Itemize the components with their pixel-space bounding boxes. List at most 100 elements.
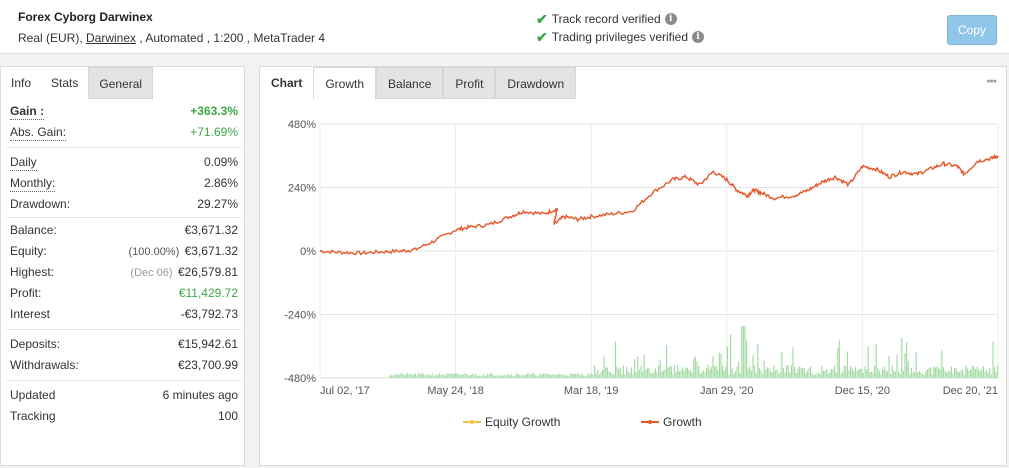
- volume-bar: [565, 375, 567, 378]
- tab-general[interactable]: General: [88, 67, 154, 99]
- volume-bar: [670, 366, 672, 378]
- volume-bar: [421, 373, 423, 378]
- volume-bar: [950, 366, 952, 378]
- volume-bar: [931, 374, 933, 378]
- volume-bar: [938, 367, 940, 378]
- volume-bar: [702, 370, 704, 378]
- volume-bar: [744, 326, 746, 378]
- volume-bar: [710, 366, 712, 378]
- volume-bar: [494, 375, 496, 378]
- volume-bar: [538, 375, 540, 378]
- volume-bar: [486, 373, 488, 378]
- volume-bar: [955, 368, 957, 378]
- volume-bar: [910, 367, 912, 378]
- volume-bar: [510, 374, 512, 378]
- volume-bar: [394, 375, 396, 378]
- volume-bar: [698, 365, 700, 378]
- volume-bar: [986, 369, 988, 378]
- volume-bar: [480, 375, 482, 378]
- broker-link[interactable]: Darwinex: [86, 31, 137, 45]
- volume-bar: [366, 377, 368, 378]
- volume-bar: [653, 372, 655, 378]
- y-tick-label: 240%: [288, 183, 316, 195]
- volume-bar: [330, 377, 332, 378]
- updated-value: 6 minutes ago: [162, 388, 238, 402]
- volume-bar: [406, 373, 408, 378]
- system-header: Forex Cyborg Darwinex Real (EUR), Darwin…: [0, 0, 1009, 54]
- tab-growth[interactable]: Growth: [313, 67, 377, 99]
- monthly-label[interactable]: Monthly:: [10, 176, 56, 192]
- volume-bar: [750, 370, 752, 378]
- volume-bar: [493, 375, 495, 378]
- legend-equity-growth[interactable]: Equity Growth: [463, 415, 560, 429]
- volume-bar: [723, 370, 725, 378]
- volume-bar: [645, 369, 647, 378]
- gain-label[interactable]: Gain :: [10, 104, 45, 120]
- volume-bar: [790, 365, 792, 378]
- tab-info[interactable]: Info: [1, 67, 42, 99]
- volume-bar: [867, 345, 869, 378]
- stat-tracking: Tracking 100: [1, 406, 246, 427]
- volume-bar: [438, 373, 440, 378]
- tab-balance[interactable]: Balance: [376, 67, 444, 99]
- volume-bar: [814, 374, 816, 378]
- volume-bar: [349, 377, 351, 378]
- volume-bar: [811, 373, 813, 378]
- volume-bar: [819, 373, 821, 378]
- volume-bar: [466, 373, 468, 378]
- volume-bar: [779, 372, 781, 378]
- more-options-icon[interactable]: ●●●: [986, 78, 997, 85]
- volume-bar: [430, 375, 432, 378]
- volume-bar: [688, 370, 690, 378]
- volume-bar: [920, 372, 922, 378]
- volume-bar: [526, 373, 528, 378]
- daily-label[interactable]: Daily: [10, 155, 37, 171]
- volume-bar: [666, 344, 668, 378]
- updated-label: Updated: [10, 388, 56, 402]
- info-icon[interactable]: i: [664, 13, 677, 25]
- volume-bar: [944, 370, 946, 378]
- volume-bar: [587, 373, 589, 378]
- tab-profit[interactable]: Profit: [443, 67, 496, 99]
- volume-bar: [379, 377, 381, 378]
- meta-suffix: , Automated , 1:200 , MetaTrader 4: [136, 31, 326, 45]
- volume-bar: [574, 373, 576, 378]
- divider: [6, 380, 241, 381]
- volume-bar: [491, 373, 493, 378]
- volume-bar: [344, 377, 346, 378]
- volume-bar: [515, 373, 517, 378]
- volume-bar: [557, 374, 559, 378]
- legend-growth[interactable]: Growth: [641, 415, 702, 429]
- balance-label: Balance:: [10, 223, 57, 237]
- volume-bar: [582, 375, 584, 378]
- volume-bar: [602, 369, 604, 378]
- tab-drawdown[interactable]: Drawdown: [495, 67, 577, 99]
- info-icon[interactable]: i: [692, 31, 705, 43]
- volume-bar: [965, 365, 967, 378]
- tracking-label: Tracking: [10, 409, 56, 423]
- volume-bar: [909, 374, 911, 378]
- volume-bar: [731, 368, 733, 378]
- volume-bar: [549, 374, 551, 378]
- volume-bar: [981, 369, 983, 378]
- abs-gain-label[interactable]: Abs. Gain:: [10, 125, 67, 141]
- copy-button[interactable]: Copy: [947, 15, 997, 45]
- volume-bar: [923, 374, 925, 378]
- volume-bar: [798, 366, 800, 378]
- volume-bar: [405, 374, 407, 378]
- volume-bar: [683, 370, 685, 378]
- equity-value: €3,671.32: [184, 244, 238, 258]
- volume-bar: [694, 356, 696, 378]
- divider: [6, 217, 241, 218]
- volume-bar: [782, 367, 784, 378]
- highest-note: (Dec 06): [130, 267, 173, 279]
- volume-bar: [595, 373, 597, 378]
- volume-bar: [384, 377, 386, 378]
- x-tick-label: Dec 15, '20: [835, 385, 890, 397]
- y-tick-label: -480%: [284, 373, 316, 385]
- volume-bar: [333, 377, 335, 378]
- divider: [6, 147, 241, 148]
- volume-bar: [542, 373, 544, 378]
- tab-stats[interactable]: Stats: [41, 67, 89, 99]
- volume-bar: [619, 367, 621, 378]
